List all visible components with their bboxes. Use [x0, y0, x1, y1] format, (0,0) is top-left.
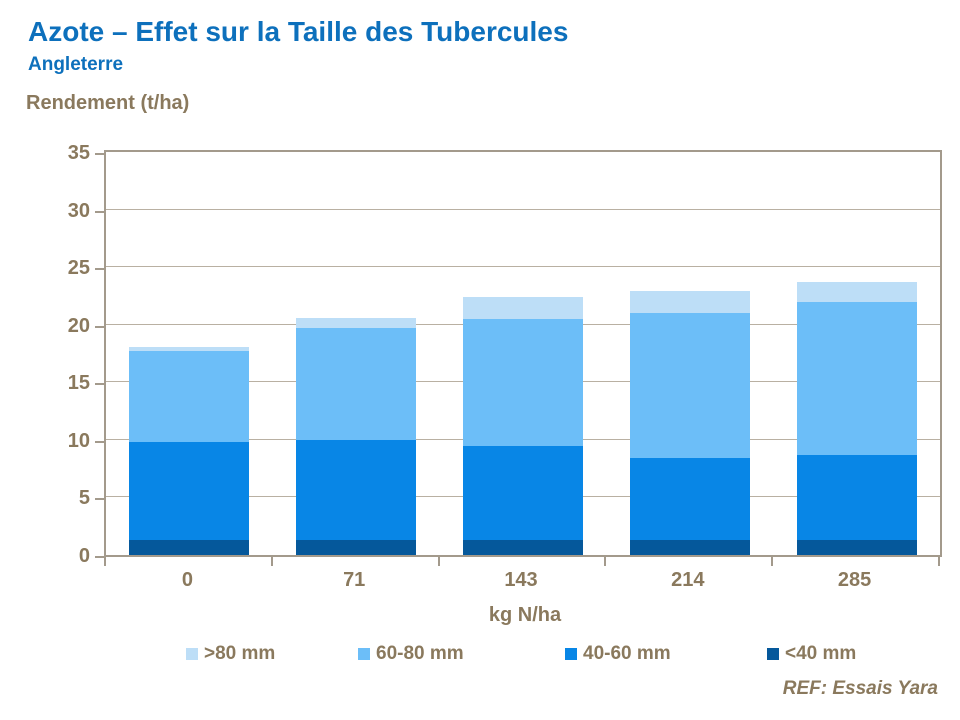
x-tick-mark: [938, 557, 940, 566]
x-axis-title: kg N/ha: [0, 604, 960, 627]
y-tick-mark: [95, 440, 104, 443]
x-tick-mark: [604, 557, 606, 566]
y-tick-mark: [95, 383, 104, 386]
legend-item-40mm: <40 mm: [767, 642, 856, 666]
y-tick-mark: [95, 210, 104, 213]
y-tick-label: 5: [78, 487, 90, 510]
y-tick-label: 10: [67, 429, 90, 452]
bar-segment-40mm-0: [129, 540, 249, 555]
x-tick-label: 71: [343, 569, 366, 591]
legend-swatch-icon: [358, 648, 370, 660]
x-tick-mark: [104, 557, 106, 566]
legend-item-4060mm: 40-60 mm: [565, 642, 671, 666]
bar-segment-6080mm-143: [463, 318, 583, 446]
legend-label: 60-80 mm: [376, 643, 464, 664]
legend-item-6080mm: 60-80 mm: [358, 642, 464, 666]
y-tick-label: 25: [67, 257, 90, 280]
bar-segment-80mm-71: [296, 317, 416, 329]
bar-segment-80mm-214: [630, 291, 750, 314]
x-tick-label: 0: [181, 569, 193, 591]
y-tick-label: 20: [67, 314, 90, 337]
bar-segment-6080mm-71: [296, 328, 416, 440]
plot-area: [104, 150, 942, 557]
y-tick-mark: [95, 268, 104, 271]
bar-segment-6080mm-214: [630, 313, 750, 459]
y-axis-title: Rendement (t/ha): [26, 92, 190, 114]
bar-segment-4060mm-143: [463, 445, 583, 541]
x-tick-label: 285: [837, 569, 872, 591]
legend-label: 40-60 mm: [583, 643, 671, 664]
y-tick-label: 30: [67, 199, 90, 222]
legend-label: <40 mm: [785, 643, 857, 664]
gridline: [106, 208, 940, 210]
x-tick-mark: [771, 557, 773, 566]
reference-note: REF: Essais Yara: [782, 678, 938, 699]
gridline: [106, 266, 940, 268]
y-tick-mark: [95, 498, 104, 501]
legend-item-80mm: >80 mm: [186, 642, 275, 666]
bar-segment-40mm-143: [463, 540, 583, 555]
x-axis-title-text: kg N/ha: [488, 604, 562, 626]
bar-segment-4060mm-0: [129, 442, 249, 541]
legend-label: >80 mm: [204, 643, 276, 664]
legend-swatch-icon: [186, 648, 198, 660]
bar-segment-4060mm-285: [797, 454, 917, 541]
bar-segment-40mm-285: [797, 540, 917, 555]
page-title: Azote – Effet sur la Taille des Tubercul…: [28, 16, 569, 47]
legend-swatch-icon: [565, 648, 577, 660]
bar-segment-40mm-71: [296, 540, 416, 555]
y-tick-mark: [95, 153, 104, 155]
y-tick-mark: [95, 325, 104, 328]
legend-swatch-icon: [767, 648, 779, 660]
bar-segment-40mm-214: [630, 540, 750, 555]
y-tick-label: 0: [78, 545, 90, 567]
bar-segment-4060mm-214: [630, 458, 750, 541]
bar-segment-80mm-0: [129, 346, 249, 352]
y-tick-label: 15: [67, 372, 90, 395]
bar-segment-6080mm-0: [129, 351, 249, 443]
bar-segment-80mm-143: [463, 297, 583, 319]
y-tick-mark: [95, 556, 104, 558]
bar-segment-4060mm-71: [296, 439, 416, 541]
y-tick-label: 35: [67, 142, 90, 164]
page-subtitle: Angleterre: [28, 54, 124, 75]
bar-segment-80mm-285: [797, 282, 917, 302]
x-tick-label: 214: [671, 569, 705, 591]
x-tick-mark: [438, 557, 440, 566]
bar-segment-6080mm-285: [797, 301, 917, 455]
x-tick-mark: [271, 557, 273, 566]
x-tick-label: 143: [504, 569, 538, 591]
